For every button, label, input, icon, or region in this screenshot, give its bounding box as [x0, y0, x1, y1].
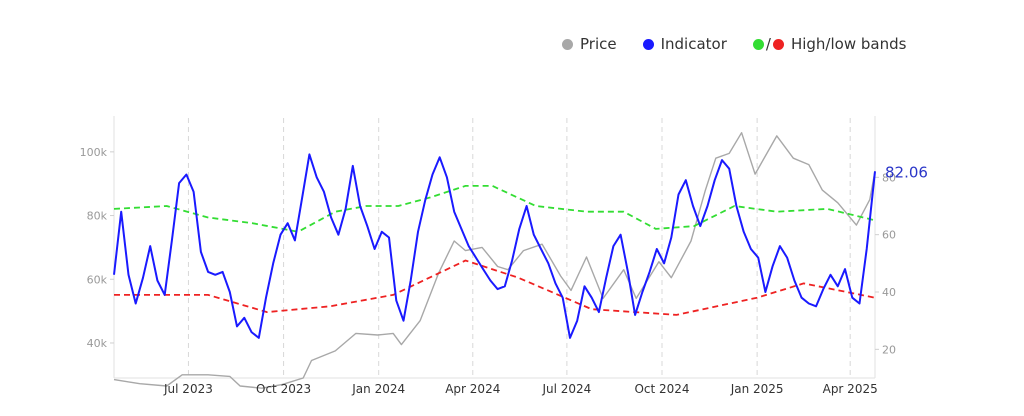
x-tick-label: Jul 2024	[541, 382, 591, 396]
left-tick-label: 80k	[87, 210, 108, 223]
low-band-line	[114, 259, 876, 316]
price-line	[113, 132, 876, 389]
legend-separator: /	[765, 35, 771, 53]
legend: Price Indicator / High/low bands	[562, 35, 932, 53]
left-tick-label: 60k	[87, 273, 108, 286]
right-tick-label: 80	[882, 171, 896, 184]
legend-label-indicator: Indicator	[660, 35, 727, 53]
x-tick-label: Jan 2025	[730, 382, 784, 396]
right-tick-label: 60	[882, 229, 896, 242]
legend-item-indicator[interactable]: Indicator	[642, 35, 727, 53]
left-tick-label: 100k	[80, 146, 108, 159]
x-tick-label: Oct 2023	[256, 382, 311, 396]
legend-item-price[interactable]: Price	[562, 35, 617, 53]
x-tick-label: Apr 2025	[823, 382, 878, 396]
axes	[110, 116, 879, 379]
labels-layer: Jul 2023 Oct 2023 Jan 2024 Apr 2024 Jul 2024…	[80, 146, 928, 396]
x-tick-label: Jul 2023	[163, 382, 213, 396]
price-dot-icon	[562, 38, 573, 50]
right-tick-label: 40	[882, 286, 896, 299]
left-tick-label: 40k	[87, 337, 108, 350]
legend-label-bands: High/low bands	[790, 35, 907, 53]
legend-label-price: Price	[580, 35, 617, 53]
right-tick-label: 20	[882, 343, 896, 356]
high-band-line	[113, 185, 876, 233]
legend-item-bands[interactable]: / High/low bands	[752, 35, 907, 53]
high-band-dot-icon	[752, 38, 764, 50]
low-band-dot-icon	[772, 38, 784, 50]
series-layer	[113, 132, 876, 389]
current-value-label: 82.06	[885, 163, 928, 181]
indicator-dot-icon	[642, 38, 654, 50]
x-tick-label: Jan 2024	[351, 382, 405, 396]
x-tick-label: Oct 2024	[634, 382, 689, 396]
indicator-line	[113, 153, 876, 339]
x-tick-label: Apr 2024	[445, 382, 500, 396]
